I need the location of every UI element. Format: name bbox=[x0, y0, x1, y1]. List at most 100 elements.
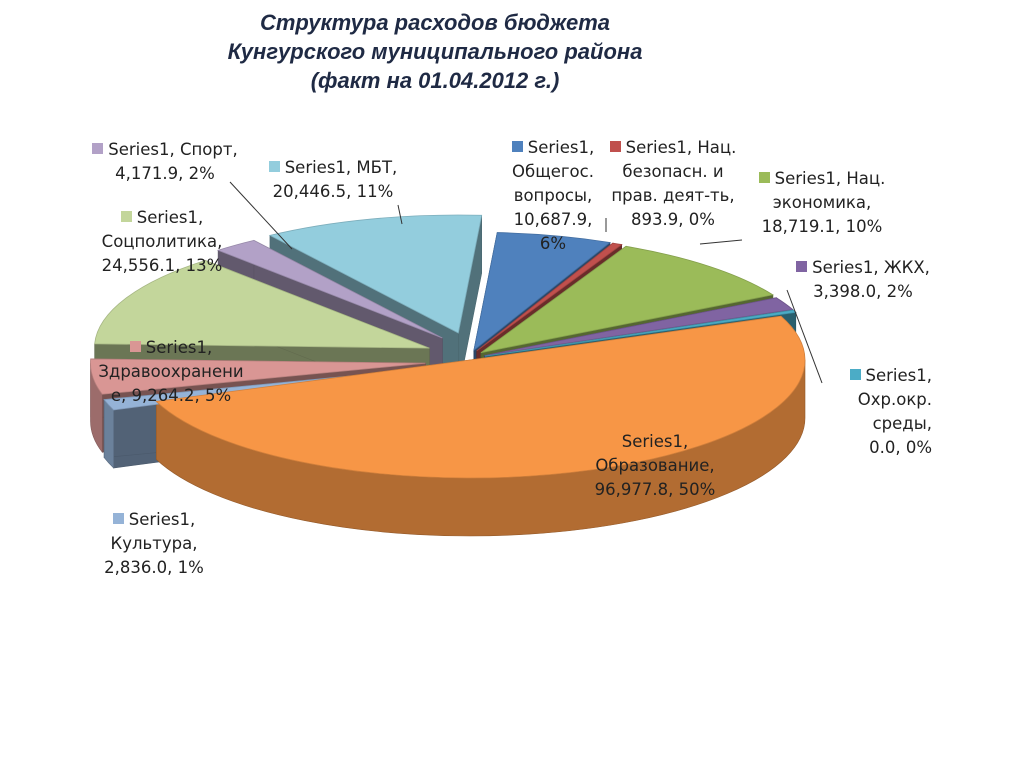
legend-swatch bbox=[849, 369, 861, 380]
data-label-line: Здравоохранени bbox=[76, 360, 266, 384]
data-label-line: Series1, ЖКХ, bbox=[788, 256, 938, 280]
data-label-8: Series1, Здравоохранени е, 9,264.2, 5% bbox=[76, 336, 266, 408]
data-label-line: 2,836.0, 1% bbox=[74, 556, 234, 580]
data-label-text: 96,977.8, 50% bbox=[594, 480, 716, 499]
pie-top-layer bbox=[90, 214, 806, 479]
data-label-text: 6% bbox=[539, 234, 567, 253]
legend-swatch bbox=[511, 141, 523, 152]
data-label-text: 2,836.0, 1% bbox=[104, 558, 204, 577]
data-label-text: вопросы, bbox=[513, 186, 593, 205]
legend-swatch bbox=[758, 172, 770, 183]
data-label-text: Series1, Спорт, bbox=[108, 140, 238, 159]
legend-swatch bbox=[112, 513, 124, 524]
data-label-text: Series1, bbox=[145, 338, 213, 357]
data-label-text: Series1, Нац. bbox=[625, 138, 737, 157]
data-label-text: 18,719.1, 10% bbox=[761, 217, 883, 236]
data-label-line: 18,719.1, 10% bbox=[742, 215, 902, 239]
data-label-text: Охр.окр. bbox=[857, 390, 932, 409]
data-label-text: Культура, bbox=[110, 534, 198, 553]
data-label-line: Series1, Спорт, bbox=[80, 138, 250, 162]
data-label-text: среды, bbox=[872, 414, 932, 433]
data-label-line: 4,171.9, 2% bbox=[80, 162, 250, 186]
slice-top bbox=[90, 358, 426, 395]
data-label-text: 24,556.1, 13% bbox=[101, 256, 223, 275]
legend-swatch bbox=[609, 141, 621, 152]
data-label-line: экономика, bbox=[742, 191, 902, 215]
data-label-line: Series1, bbox=[76, 336, 266, 360]
data-label-line: Series1, bbox=[74, 508, 234, 532]
data-label-text: Series1, МБТ, bbox=[284, 158, 398, 177]
data-label-line: Series1, Нац. bbox=[742, 167, 902, 191]
data-label-text: Series1, bbox=[128, 510, 196, 529]
leader-line bbox=[786, 289, 823, 384]
leader-lines bbox=[229, 181, 823, 384]
data-label-text: Series1, bbox=[136, 208, 204, 227]
data-label-line: е, 9,264.2, 5% bbox=[76, 384, 266, 408]
data-label-line: 96,977.8, 50% bbox=[560, 478, 750, 502]
slice-top bbox=[155, 315, 806, 479]
leader-line bbox=[229, 181, 293, 250]
data-label-text: Общегос. bbox=[512, 162, 594, 181]
data-label-text: безопасн. и bbox=[622, 162, 724, 181]
data-label-text: прав. деят-ть, bbox=[611, 186, 735, 205]
data-label-text: Series1, ЖКХ, bbox=[812, 258, 930, 277]
legend-swatch bbox=[120, 211, 132, 222]
legend-swatch bbox=[129, 341, 141, 352]
data-label-line: прав. деят-ть, bbox=[598, 184, 748, 208]
legend-swatch bbox=[92, 143, 104, 154]
data-label-line: Общегос. bbox=[503, 160, 603, 184]
data-label-text: 4,171.9, 2% bbox=[115, 164, 215, 183]
data-label-line: среды, bbox=[832, 412, 932, 436]
data-label-text: экономика, bbox=[772, 193, 872, 212]
data-label-2: Series1, Нац. безопасн. и прав. деят-ть, 89… bbox=[598, 136, 748, 232]
data-label-4: Series1, ЖКХ, 3,398.0, 2% bbox=[788, 256, 938, 304]
data-label-11: Series1, МБТ, 20,446.5, 11% bbox=[248, 156, 418, 204]
data-label-line: 20,446.5, 11% bbox=[248, 180, 418, 204]
legend-swatch bbox=[796, 261, 808, 272]
slice-top bbox=[268, 214, 483, 334]
data-label-text: 3,398.0, 2% bbox=[813, 282, 913, 301]
leader-line bbox=[397, 204, 403, 225]
data-label-line: 893.9, 0% bbox=[598, 208, 748, 232]
data-label-line: 3,398.0, 2% bbox=[788, 280, 938, 304]
data-label-line: вопросы, bbox=[503, 184, 603, 208]
data-label-text: е, 9,264.2, 5% bbox=[110, 386, 232, 405]
data-label-line: безопасн. и bbox=[598, 160, 748, 184]
data-label-text: 0.0, 0% bbox=[869, 438, 932, 457]
chart-title-line: (факт на 01.04.2012 г.) bbox=[310, 68, 560, 93]
data-label-text: Соцполитика, bbox=[101, 232, 223, 251]
data-label-9: Series1, Соцполитика, 24,556.1, 13% bbox=[72, 206, 252, 278]
data-label-line: Series1, bbox=[560, 430, 750, 454]
leader-line bbox=[699, 239, 743, 245]
data-label-5: Series1, Охр.окр. среды, 0.0, 0% bbox=[832, 364, 932, 460]
data-label-line: 0.0, 0% bbox=[832, 436, 932, 460]
data-label-text: Здравоохранени bbox=[98, 362, 244, 381]
data-label-text: Series1, bbox=[865, 366, 932, 385]
slice-top bbox=[476, 242, 623, 352]
data-label-line: Series1, bbox=[832, 364, 932, 388]
data-label-text: Series1, bbox=[621, 432, 689, 451]
data-label-line: Культура, bbox=[74, 532, 234, 556]
slice-outer-wall bbox=[103, 398, 114, 469]
chart-title-line: Структура расходов бюджета bbox=[259, 10, 611, 35]
data-label-text: 20,446.5, 11% bbox=[272, 182, 394, 201]
data-label-line: Series1, bbox=[72, 206, 252, 230]
slice-top bbox=[484, 297, 794, 356]
data-label-line: Охр.окр. bbox=[832, 388, 932, 412]
data-label-text: Образование, bbox=[595, 456, 715, 475]
data-label-line: Соцполитика, bbox=[72, 230, 252, 254]
data-label-line: Образование, bbox=[560, 454, 750, 478]
data-label-text: Series1, Нац. bbox=[774, 169, 886, 188]
data-label-text: 893.9, 0% bbox=[631, 210, 715, 229]
data-label-7: Series1, Культура, 2,836.0, 1% bbox=[74, 508, 234, 580]
data-label-3: Series1, Нац. экономика, 18,719.1, 10% bbox=[742, 167, 902, 239]
data-label-line: Series1, МБТ, bbox=[248, 156, 418, 180]
data-label-1: Series1, Общегос. вопросы, 10,687.9, 6% bbox=[503, 136, 603, 256]
slice-top bbox=[480, 245, 774, 354]
data-label-text: Series1, bbox=[527, 138, 595, 157]
data-label-6: Series1, Образование, 96,977.8, 50% bbox=[560, 430, 750, 502]
legend-swatch bbox=[268, 161, 280, 172]
data-label-line: 10,687.9, bbox=[503, 208, 603, 232]
